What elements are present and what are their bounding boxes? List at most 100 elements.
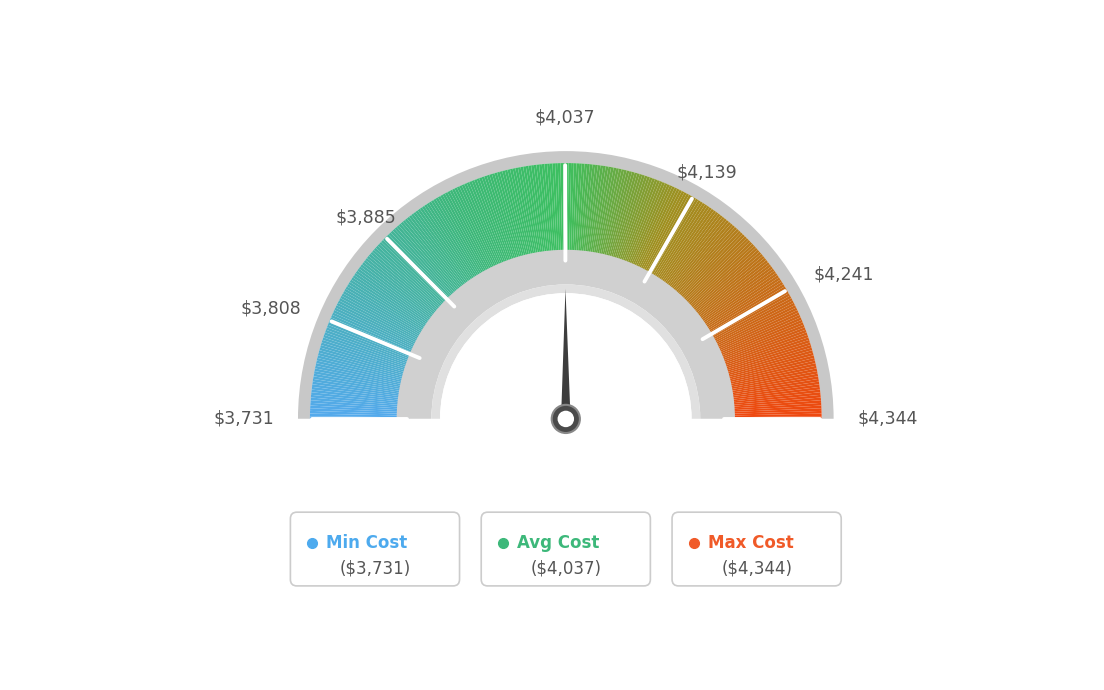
- Wedge shape: [518, 167, 538, 266]
- Wedge shape: [715, 348, 813, 377]
- Wedge shape: [711, 325, 805, 363]
- Wedge shape: [679, 241, 752, 312]
- Wedge shape: [367, 256, 446, 321]
- Wedge shape: [370, 252, 447, 318]
- Wedge shape: [648, 201, 703, 287]
- Wedge shape: [702, 295, 792, 345]
- Wedge shape: [662, 219, 726, 297]
- Text: $4,139: $4,139: [677, 164, 737, 181]
- Wedge shape: [716, 350, 813, 379]
- Wedge shape: [692, 268, 774, 328]
- Wedge shape: [594, 167, 614, 266]
- Wedge shape: [477, 178, 513, 273]
- Wedge shape: [710, 322, 804, 362]
- Wedge shape: [637, 191, 684, 281]
- Wedge shape: [721, 384, 819, 400]
- Wedge shape: [655, 209, 714, 292]
- Wedge shape: [510, 168, 533, 266]
- Wedge shape: [408, 215, 471, 295]
- Wedge shape: [440, 195, 490, 283]
- Wedge shape: [537, 164, 550, 264]
- Wedge shape: [719, 366, 817, 388]
- Wedge shape: [403, 220, 467, 299]
- Wedge shape: [682, 248, 757, 315]
- Wedge shape: [317, 355, 415, 382]
- Wedge shape: [523, 166, 541, 265]
- Wedge shape: [474, 179, 511, 273]
- Wedge shape: [638, 192, 687, 282]
- Wedge shape: [512, 168, 535, 266]
- Text: ($4,344): ($4,344): [721, 560, 793, 578]
- Wedge shape: [319, 350, 415, 379]
- Wedge shape: [645, 199, 699, 286]
- Wedge shape: [396, 250, 735, 419]
- Wedge shape: [719, 371, 818, 391]
- Wedge shape: [722, 408, 821, 414]
- Wedge shape: [681, 246, 756, 315]
- Text: $4,241: $4,241: [813, 266, 873, 284]
- Wedge shape: [699, 286, 786, 339]
- Wedge shape: [707, 308, 797, 353]
- Wedge shape: [544, 164, 554, 264]
- Wedge shape: [489, 174, 521, 270]
- Wedge shape: [721, 395, 820, 406]
- Wedge shape: [500, 171, 527, 268]
- Wedge shape: [336, 305, 426, 351]
- Wedge shape: [389, 233, 459, 306]
- Wedge shape: [611, 174, 643, 270]
- Wedge shape: [569, 163, 574, 263]
- Wedge shape: [310, 403, 410, 411]
- Wedge shape: [609, 173, 639, 270]
- Wedge shape: [649, 203, 705, 288]
- Wedge shape: [314, 371, 413, 391]
- Wedge shape: [561, 163, 564, 263]
- Wedge shape: [660, 215, 723, 295]
- Wedge shape: [659, 213, 721, 295]
- Wedge shape: [722, 406, 821, 413]
- Wedge shape: [420, 207, 478, 290]
- Wedge shape: [331, 315, 423, 357]
- Wedge shape: [628, 184, 670, 276]
- Wedge shape: [712, 327, 806, 364]
- Wedge shape: [393, 229, 461, 304]
- Wedge shape: [428, 201, 484, 287]
- Wedge shape: [713, 333, 807, 368]
- Wedge shape: [424, 204, 480, 289]
- Wedge shape: [709, 315, 800, 357]
- Wedge shape: [479, 177, 514, 272]
- Wedge shape: [394, 227, 463, 303]
- Wedge shape: [417, 209, 477, 292]
- Wedge shape: [325, 333, 418, 368]
- Text: $4,037: $4,037: [534, 108, 595, 126]
- Wedge shape: [720, 379, 819, 396]
- Wedge shape: [531, 165, 546, 264]
- Wedge shape: [358, 268, 439, 328]
- Text: Avg Cost: Avg Cost: [517, 533, 599, 551]
- FancyBboxPatch shape: [290, 512, 459, 586]
- Wedge shape: [516, 168, 537, 266]
- Wedge shape: [346, 286, 433, 339]
- Wedge shape: [548, 164, 556, 263]
- Wedge shape: [310, 400, 410, 409]
- Wedge shape: [622, 180, 660, 274]
- Wedge shape: [608, 172, 637, 269]
- Wedge shape: [310, 397, 411, 408]
- Wedge shape: [708, 313, 799, 355]
- Wedge shape: [298, 151, 834, 419]
- Wedge shape: [508, 169, 532, 267]
- Wedge shape: [316, 360, 414, 385]
- Wedge shape: [654, 207, 712, 290]
- Wedge shape: [614, 175, 647, 271]
- Wedge shape: [385, 236, 457, 308]
- Wedge shape: [705, 303, 795, 350]
- Wedge shape: [355, 270, 438, 330]
- Wedge shape: [497, 172, 526, 268]
- Wedge shape: [438, 196, 489, 284]
- Wedge shape: [386, 234, 458, 307]
- Wedge shape: [436, 197, 488, 284]
- Wedge shape: [311, 395, 411, 406]
- Wedge shape: [721, 392, 820, 404]
- Wedge shape: [605, 171, 631, 268]
- Text: ($4,037): ($4,037): [530, 560, 602, 578]
- Wedge shape: [378, 244, 452, 313]
